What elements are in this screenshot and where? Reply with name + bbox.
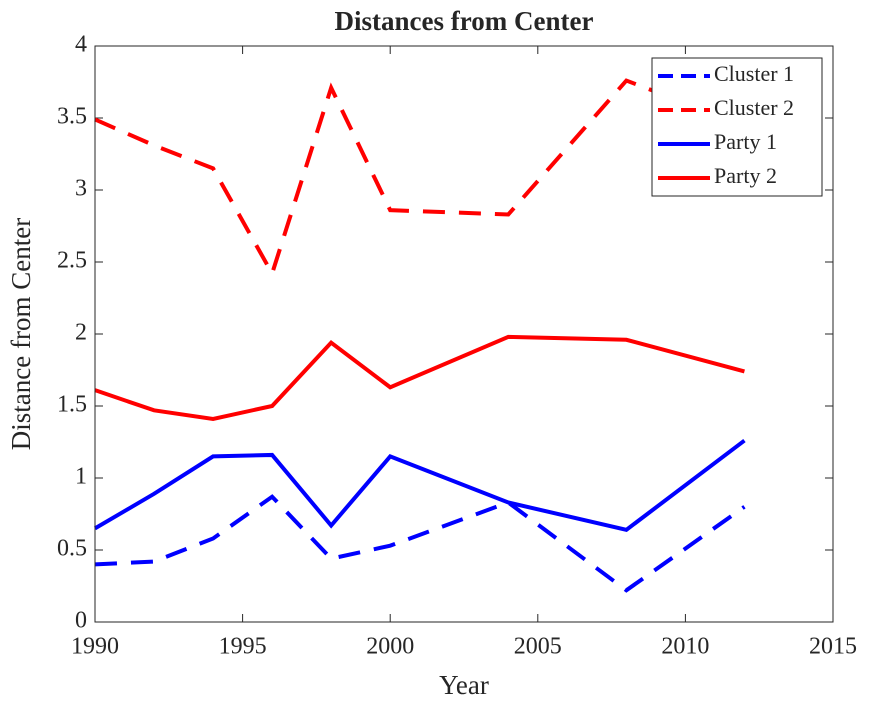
y-tick-label: 4 xyxy=(75,32,87,58)
y-tick-label: 0.5 xyxy=(57,536,87,562)
y-tick-label: 1.5 xyxy=(57,392,87,418)
y-tick-label: 1 xyxy=(75,464,87,490)
x-tick-label: 1990 xyxy=(71,634,119,660)
legend-label: Cluster 1 xyxy=(714,61,794,86)
series-line xyxy=(94,78,746,279)
x-tick-label: 1995 xyxy=(219,634,267,660)
y-tick-label: 0 xyxy=(75,608,87,634)
legend-box xyxy=(651,57,823,197)
y-tick-label: 3.5 xyxy=(57,104,87,130)
legend-label: Cluster 2 xyxy=(714,95,794,120)
x-tick-label: 2000 xyxy=(366,634,414,660)
x-tick-label: 2010 xyxy=(661,634,709,660)
series-line xyxy=(94,334,745,421)
series-line xyxy=(94,494,746,593)
legend-label: Party 1 xyxy=(714,129,777,154)
x-tick-label: 2005 xyxy=(514,634,562,660)
x-axis-label: Year xyxy=(439,670,489,700)
x-tick-label: 2015 xyxy=(809,634,857,660)
y-tick-label: 3 xyxy=(75,176,87,202)
y-tick-label: 2 xyxy=(75,320,87,346)
series-line xyxy=(93,438,746,532)
y-axis-label: Distance from Center xyxy=(6,218,36,450)
y-tick-label: 2.5 xyxy=(57,248,87,274)
chart-title: Distances from Center xyxy=(335,6,594,36)
axes-box xyxy=(94,45,834,623)
legend-label: Party 2 xyxy=(714,163,777,188)
